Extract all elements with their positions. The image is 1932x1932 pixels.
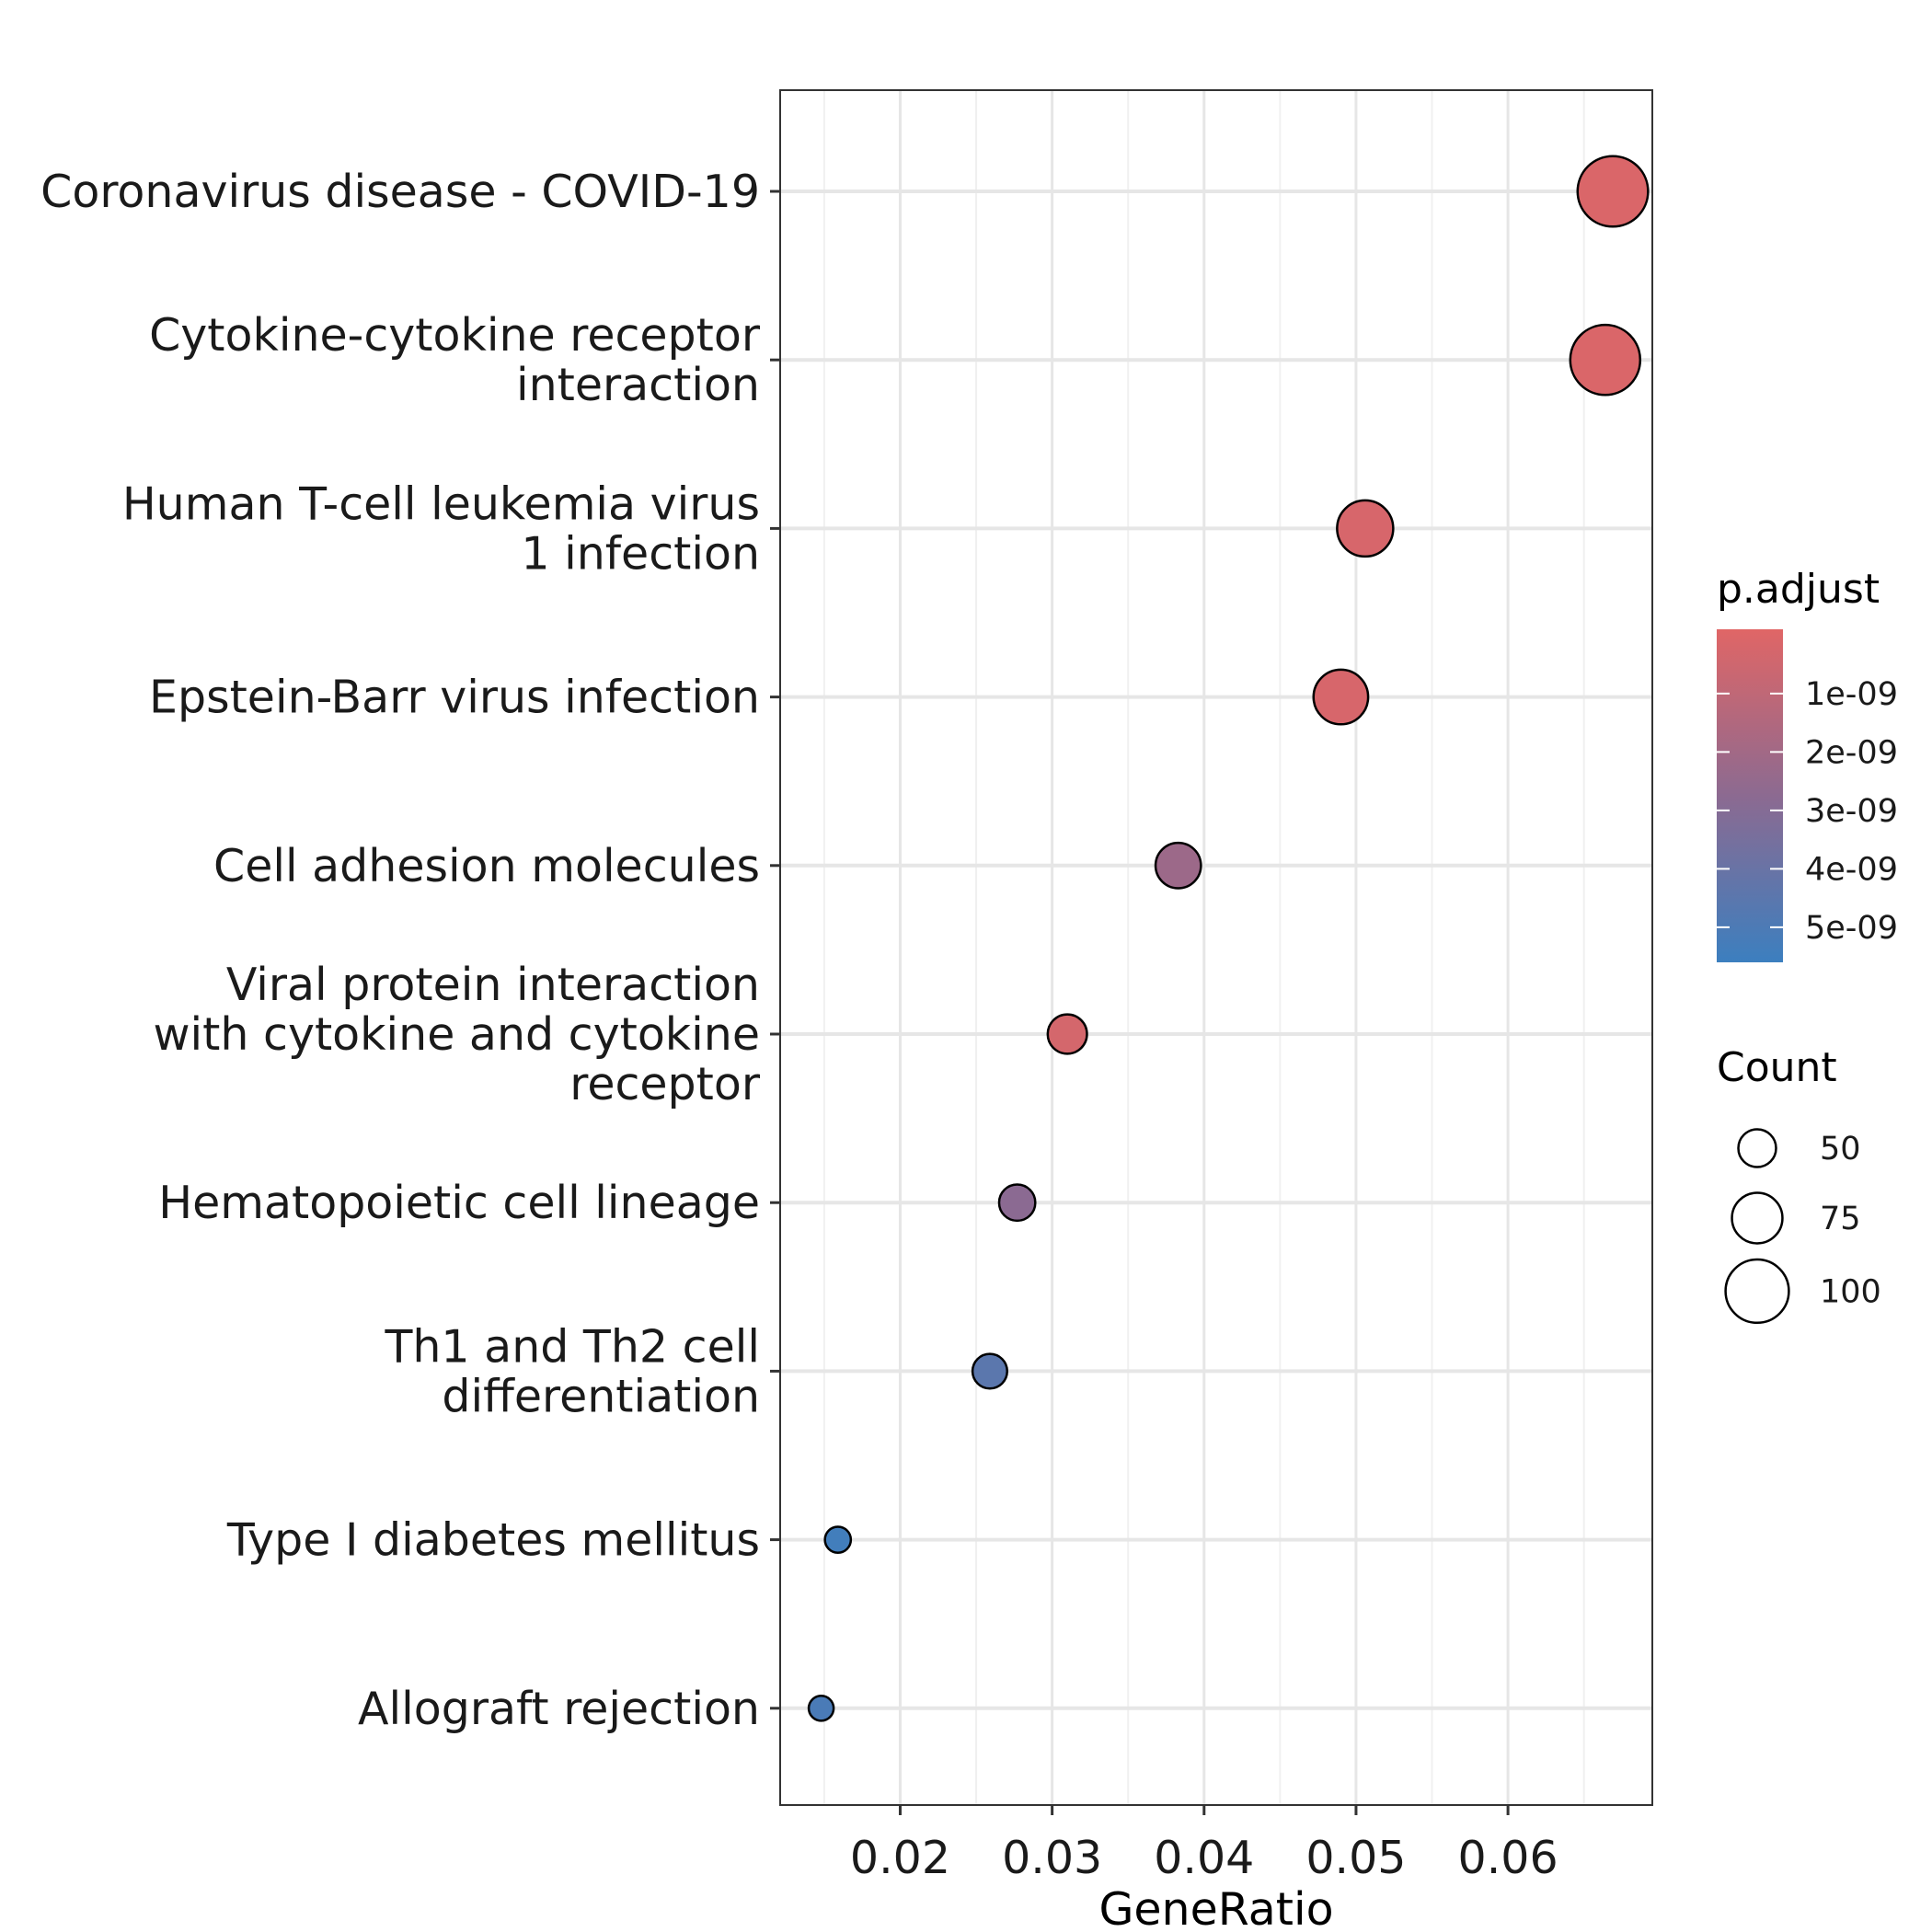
size-legend-title: Count [1717, 1044, 1837, 1091]
y-tick-label: Cell adhesion molecules [213, 840, 760, 892]
color-legend-label: 1e-09 [1805, 676, 1898, 713]
y-tick-label: differentiation [442, 1370, 760, 1422]
data-point [823, 1525, 853, 1554]
data-point [1576, 155, 1650, 228]
color-legend-bar [1717, 629, 1783, 962]
data-point [1046, 1013, 1088, 1055]
size-legend-label: 100 [1820, 1273, 1881, 1310]
panel-border [779, 89, 1653, 1806]
size-legend-label: 75 [1820, 1201, 1861, 1237]
y-tick-label: Hematopoietic cell lineage [158, 1177, 760, 1229]
grid-lines [780, 90, 1652, 1805]
x-tick-label: 0.04 [1154, 1832, 1254, 1884]
y-tick-label: receptor [569, 1058, 761, 1110]
x-tick-label: 0.02 [850, 1832, 950, 1884]
y-axis: Coronavirus disease - COVID-19 Cytokine-c… [40, 166, 780, 1735]
y-tick-label: Allograft rejection [358, 1683, 760, 1735]
color-legend-label: 4e-09 [1805, 851, 1898, 888]
data-point [1336, 499, 1395, 558]
x-tick-label: 0.03 [1002, 1832, 1102, 1884]
size-legend-circle [1731, 1191, 1784, 1245]
size-legend-items: 50 75 100 [1724, 1128, 1881, 1325]
y-tick-label: Type I diabetes mellitus [226, 1514, 760, 1567]
color-legend-title: p.adjust [1717, 566, 1880, 613]
y-tick-label: with cytokine and cytokine [153, 1008, 760, 1061]
x-tick-label: 0.06 [1458, 1832, 1558, 1884]
size-legend-circle [1724, 1258, 1790, 1325]
y-tick-label: Coronavirus disease - COVID-19 [40, 166, 760, 218]
color-legend-label: 3e-09 [1805, 793, 1898, 830]
y-tick-label: interaction [516, 359, 760, 411]
y-tick-label: Viral protein interaction [226, 959, 760, 1011]
x-tick-label: 0.05 [1305, 1832, 1406, 1884]
size-legend-label: 50 [1820, 1131, 1861, 1167]
y-tick-label: 1 infection [521, 527, 760, 580]
data-point [997, 1183, 1037, 1223]
color-legend: p.adjust 1e-09 2e-09 3e-09 4e-09 5e-09 [1717, 566, 1898, 962]
y-tick-label: Human T-cell leukemia virus [122, 477, 760, 530]
data-point [1569, 323, 1642, 397]
data-point [971, 1352, 1008, 1390]
data-points [807, 155, 1650, 1722]
y-tick-label: Cytokine-cytokine receptor [149, 309, 761, 362]
data-point [1154, 841, 1202, 890]
color-legend-label: 2e-09 [1805, 734, 1898, 771]
data-point [807, 1695, 835, 1722]
color-legend-label: 5e-09 [1805, 910, 1898, 947]
color-legend-ticks: 1e-09 2e-09 3e-09 4e-09 5e-09 [1717, 676, 1898, 947]
y-tick-label: Epstein-Barr virus infection [149, 672, 760, 724]
size-legend-circle [1737, 1128, 1777, 1168]
data-point [1312, 668, 1370, 726]
y-tick-label: Th1 and Th2 cell [384, 1320, 760, 1373]
size-legend: Count 50 75 100 [1717, 1044, 1881, 1325]
x-axis-title: GeneRatio [1098, 1883, 1333, 1932]
x-axis: 0.02 0.03 0.04 0.05 0.06 [850, 1805, 1558, 1884]
